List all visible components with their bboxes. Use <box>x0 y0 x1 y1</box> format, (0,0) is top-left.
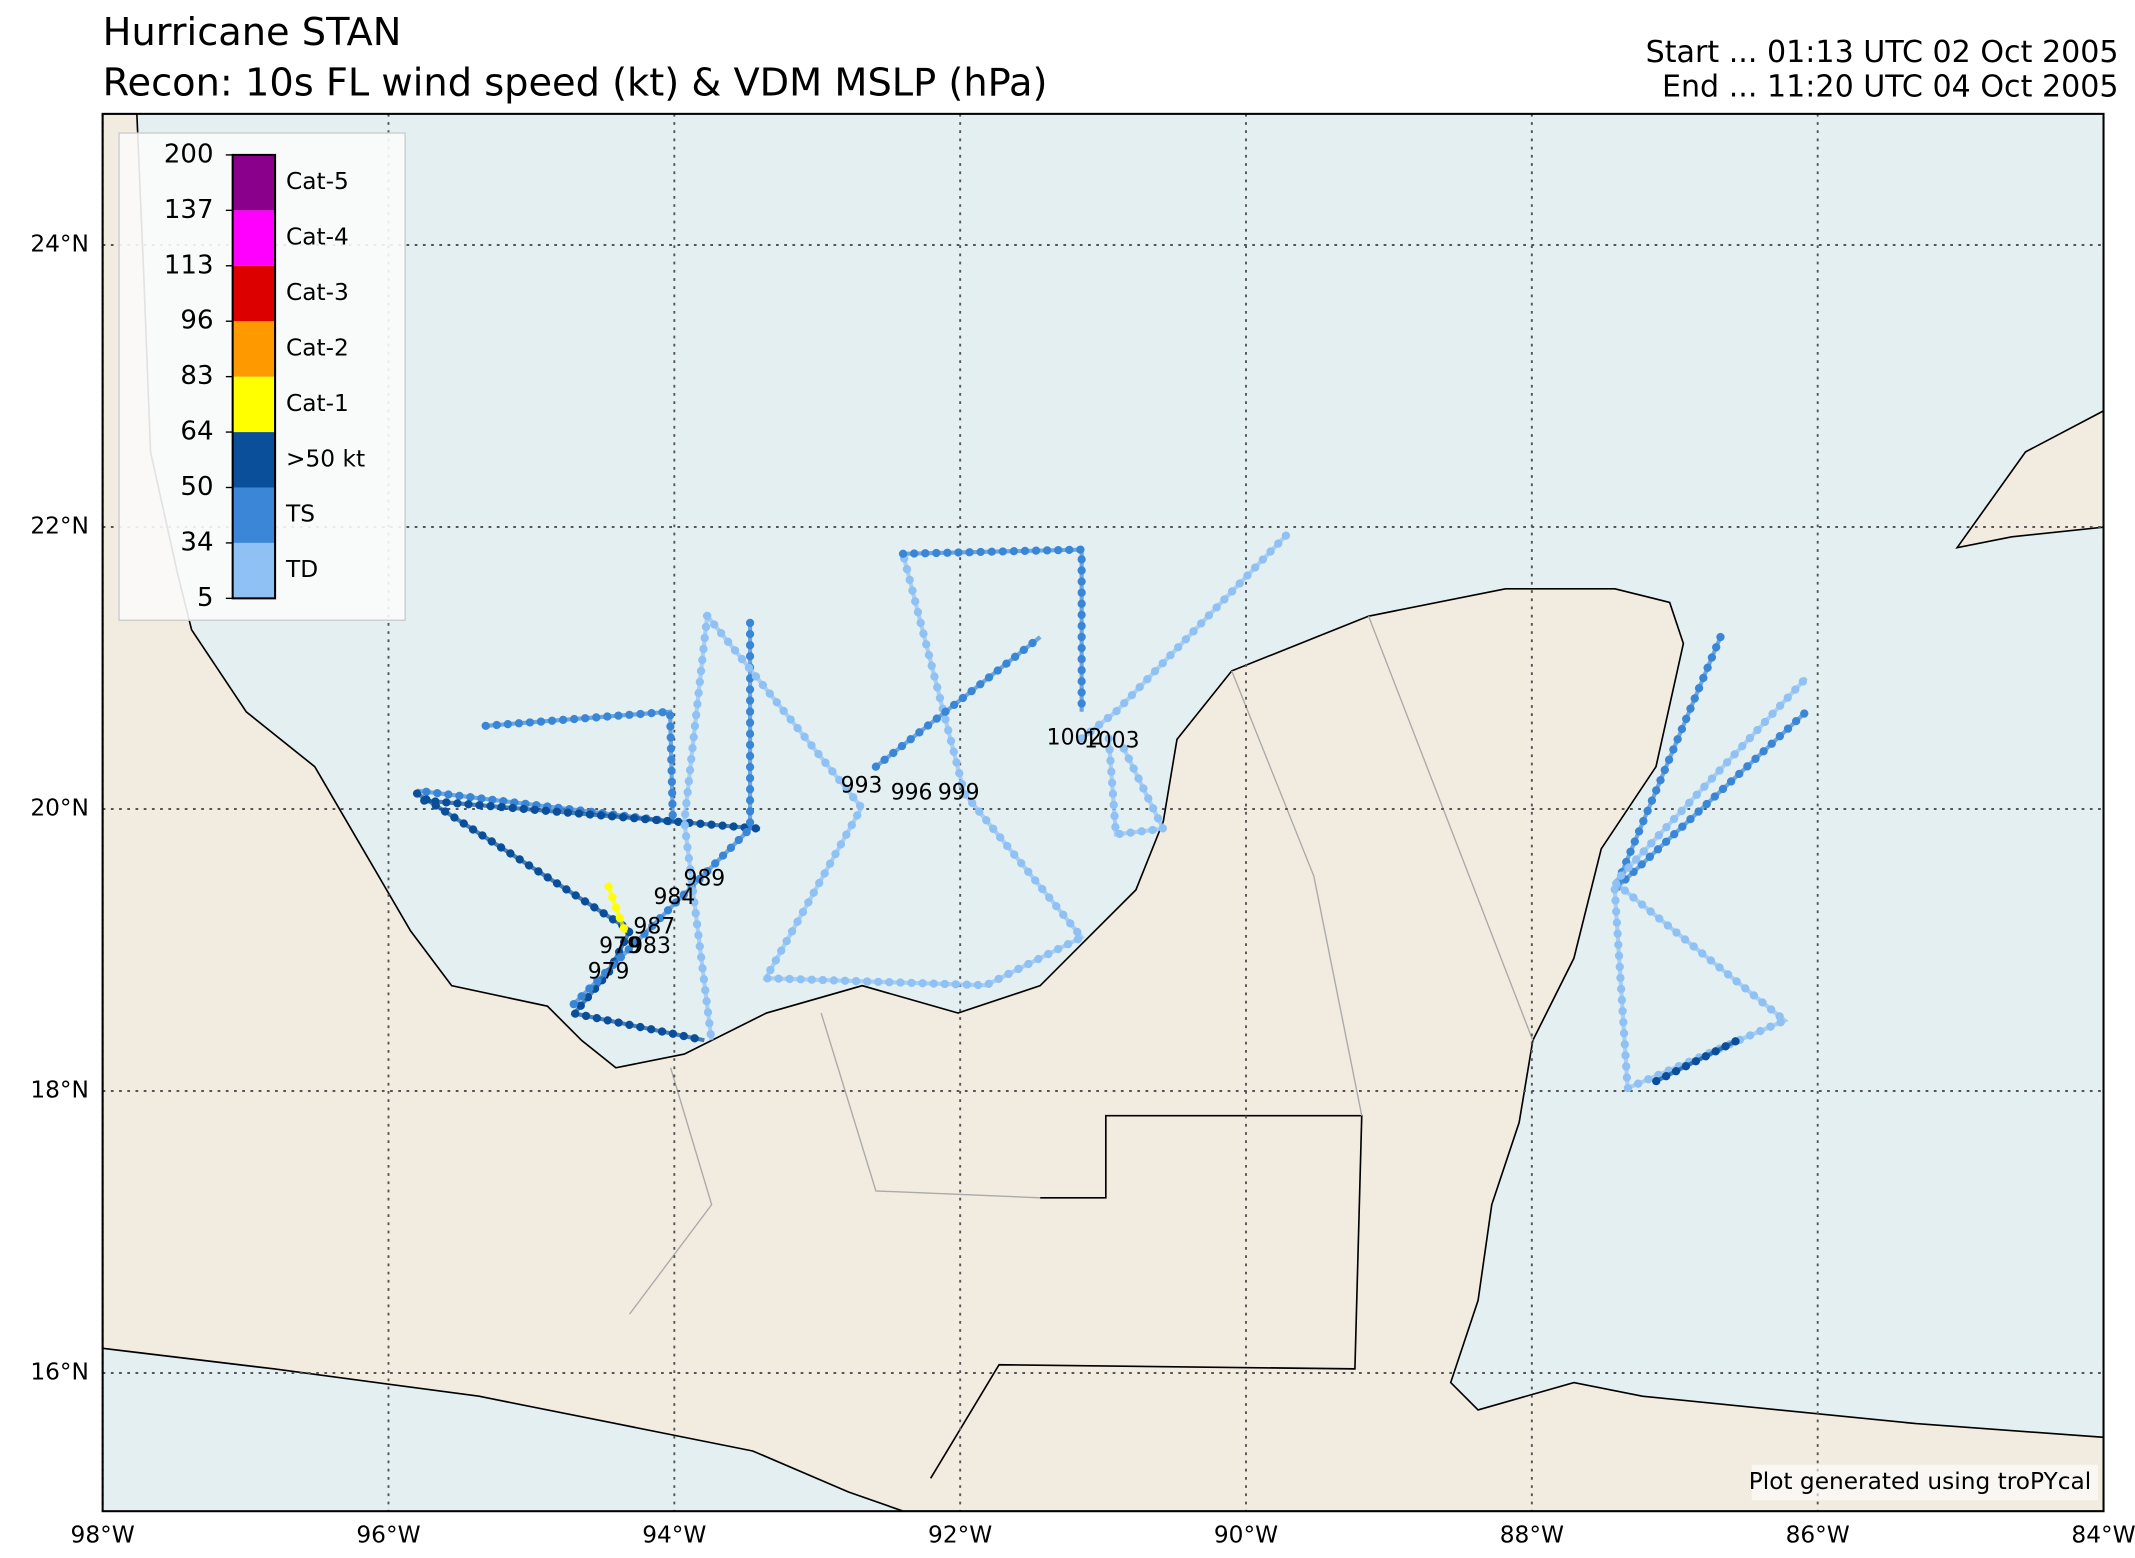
y-tick-label: 18°N <box>30 1077 89 1104</box>
flight-track-line <box>682 615 714 1041</box>
chart-subtitle: Recon: 10s FL wind speed (kt) & VDM MSLP… <box>103 61 1048 106</box>
legend-swatch <box>232 265 276 322</box>
flight-track-line <box>705 553 1085 988</box>
legend-label: Cat-1 <box>286 390 349 417</box>
x-tick-label: 94°W <box>642 1521 706 1548</box>
legend-tick-label: 64 <box>180 417 213 447</box>
flight-track-line <box>1655 1038 1739 1083</box>
vdm-pressure: 996 <box>891 780 933 805</box>
legend: TD TS >50 kt Cat-1 Cat-2 Cat-3 Cat-4 Cat-5 5 34 50… <box>164 139 365 612</box>
vdm-pressure: 993 <box>841 773 883 798</box>
vdm-pressure: 987 <box>633 914 675 939</box>
legend-tick-label: 34 <box>180 527 213 557</box>
legend-label: Cat-4 <box>286 224 349 251</box>
legend-label: Cat-2 <box>286 334 349 361</box>
x-tick-label: 86°W <box>1786 1521 1850 1548</box>
legend-swatch <box>232 376 276 433</box>
vdm-pressure: 999 <box>938 780 980 805</box>
x-tick-label: 84°W <box>2071 1521 2135 1548</box>
flight-track-line <box>1080 532 1289 741</box>
y-tick-label: 24°N <box>30 230 89 257</box>
vdm-pressure: 984 <box>653 885 695 910</box>
legend-tick-label: 83 <box>180 361 213 391</box>
chart-title: Hurricane STAN <box>103 10 402 55</box>
legend-tick-label: 5 <box>197 583 214 613</box>
credit: Plot generated using troPYcal <box>1749 1468 2091 1495</box>
legend-tick-label: 200 <box>164 139 214 169</box>
vdm-pressure: 979 <box>588 960 630 985</box>
start-time: Start ... 01:13 UTC 02 Oct 2005 <box>1646 35 2119 70</box>
x-tick-label: 96°W <box>356 1521 420 1548</box>
flight-track-line <box>1106 738 1167 837</box>
x-tick-label: 90°W <box>1214 1521 1278 1548</box>
y-tick-label: 16°N <box>30 1359 89 1386</box>
legend-swatch <box>232 210 276 266</box>
vdm-pressure: 989 <box>683 867 725 892</box>
legend-swatch <box>232 321 276 377</box>
end-time: End ... 11:20 UTC 04 Oct 2005 <box>1662 69 2119 104</box>
legend-tick-label: 137 <box>164 195 214 225</box>
y-tick-label: 22°N <box>30 513 89 540</box>
legend-label: TD <box>285 556 318 583</box>
flight-track-line <box>902 547 1084 712</box>
legend-tick-label: 50 <box>180 472 213 502</box>
legend-label: >50 kt <box>286 445 365 472</box>
legend-swatch <box>232 432 276 488</box>
states <box>629 615 1534 1315</box>
credit-box <box>1751 1464 2099 1501</box>
state-line <box>629 615 1534 1315</box>
y-tick-label: 20°N <box>30 795 89 822</box>
vdm-pressure: 1002 <box>1047 726 1103 751</box>
x-tick-label: 88°W <box>1500 1521 1564 1548</box>
legend-label: Cat-3 <box>286 279 349 306</box>
tracks <box>412 529 1811 1093</box>
vdm-pressure: 983 <box>629 934 671 959</box>
legend-tick-label: 113 <box>164 250 214 280</box>
vdm-pressure: 979 <box>599 934 641 959</box>
frame <box>101 112 2105 1513</box>
legend-swatch <box>232 487 276 543</box>
flight-track-line <box>416 709 676 825</box>
legend-label: Cat-5 <box>286 168 349 195</box>
legend-swatch <box>232 154 276 211</box>
flight-track-line <box>569 622 753 1008</box>
flight-track-line <box>1611 676 1808 1092</box>
x-tick-label: 92°W <box>928 1521 992 1548</box>
x-tick-label: 98°W <box>71 1521 135 1548</box>
vdm-pressure: 1003 <box>1084 728 1140 753</box>
legend-label: TS <box>285 501 315 528</box>
legend-tick-label: 96 <box>180 306 213 336</box>
flight-track-line <box>606 885 628 934</box>
flight-track-line <box>424 798 761 831</box>
flight-track-line <box>874 635 1042 769</box>
legend-swatch <box>232 542 276 599</box>
